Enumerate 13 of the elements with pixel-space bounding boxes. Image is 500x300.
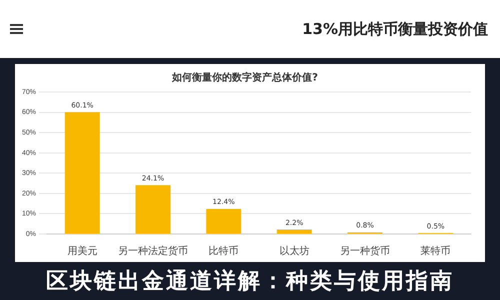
chart-title: 如何衡量你的数字资产总体价值? [171, 72, 318, 84]
x-tick-label: 莱特币 [420, 244, 451, 257]
text: 区块链出金通道详解：种类与使用指南 [45, 267, 455, 296]
x-tick-label: 以太坊 [279, 244, 310, 257]
bar [276, 230, 312, 234]
bar [136, 185, 170, 234]
bar [206, 208, 242, 234]
x-tick-label: 比特币 [208, 244, 239, 257]
bar [64, 112, 100, 234]
x-tick-label: 用美元 [67, 244, 98, 257]
chart-subtitle: 13%用比特币衡量投资价值 [302, 20, 488, 39]
x-tick-label: 另一种货币 [340, 244, 390, 257]
x-tick-label: 另一种法定货币 [118, 244, 188, 257]
